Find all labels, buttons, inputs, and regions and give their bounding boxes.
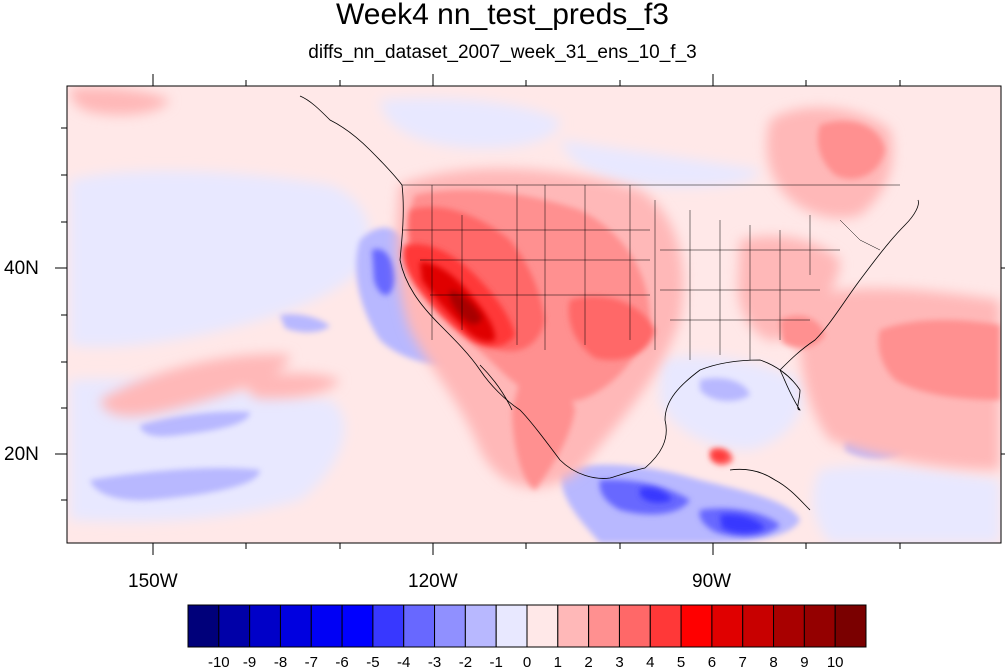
colorbar-label: 1 xyxy=(553,654,562,671)
colorbar-box xyxy=(526,604,559,648)
contour-field xyxy=(67,86,1001,543)
map-subtitle: diffs_nn_dataset_2007_week_31_ens_10_f_3 xyxy=(308,42,697,63)
colorbar-box xyxy=(310,604,343,648)
colorbar-box xyxy=(803,604,836,648)
colorbar-label: 8 xyxy=(769,654,778,671)
colorbar-box xyxy=(557,604,590,648)
colorbar-box xyxy=(218,604,251,648)
colorbar-box xyxy=(742,604,775,648)
major-ticks xyxy=(55,74,1005,555)
colorbar-label: -3 xyxy=(427,654,442,671)
colorbar-box xyxy=(403,604,436,648)
colorbar-label: -6 xyxy=(335,654,349,671)
colorbar-label: 6 xyxy=(707,654,717,671)
colorbar-box xyxy=(434,604,466,648)
colorbar-box xyxy=(464,604,497,648)
colorbar-label: 5 xyxy=(676,654,686,671)
colorbar-label: 2 xyxy=(584,654,593,671)
colorbar-label: -4 xyxy=(397,654,411,671)
peak-positive-regions xyxy=(449,290,482,325)
lon-label-120w: 120W xyxy=(408,571,458,592)
colorbar-label: 7 xyxy=(738,654,747,671)
strongest-negative-regions xyxy=(640,487,765,534)
colorbar-label: -1 xyxy=(489,654,503,671)
coastlines xyxy=(299,95,919,511)
colorbar-label: 9 xyxy=(800,654,809,671)
colorbar-box xyxy=(618,604,651,648)
colorbar-box xyxy=(372,604,405,648)
state-borders xyxy=(402,184,900,360)
colorbar-label: 0 xyxy=(522,654,532,671)
lat-label-40n: 40N xyxy=(4,258,39,279)
colorbar-box xyxy=(187,604,220,648)
colorbar xyxy=(187,604,867,648)
lon-label-90w: 90W xyxy=(692,571,732,592)
colorbar-box xyxy=(495,604,528,648)
colorbar-box xyxy=(249,604,281,648)
colorbar-label: -5 xyxy=(366,654,380,671)
map-title: Week4 nn_test_preds_f3 xyxy=(335,0,669,31)
colorbar-box xyxy=(773,604,805,648)
colorbar-box xyxy=(834,604,867,648)
colorbar-box xyxy=(649,604,682,648)
colorbar-box xyxy=(279,604,312,648)
colorbar-label: -9 xyxy=(242,654,257,671)
colorbar-box xyxy=(341,604,374,648)
colorbar-box xyxy=(680,604,713,648)
colorbar-box xyxy=(711,604,744,648)
colorbar-box xyxy=(588,604,620,648)
lat-label-20n: 20N xyxy=(4,444,39,465)
colorbar-label: -2 xyxy=(458,654,473,671)
colorbar-label: -8 xyxy=(273,654,288,671)
lon-label-150w: 150W xyxy=(128,571,178,592)
colorbar-label: 10 xyxy=(826,654,844,671)
colorbar-label: -10 xyxy=(207,654,230,671)
colorbar-label: 4 xyxy=(646,654,655,671)
colorbar-label: -7 xyxy=(304,654,318,671)
colorbar-label: 3 xyxy=(615,654,624,671)
minor-ticks xyxy=(61,80,901,549)
